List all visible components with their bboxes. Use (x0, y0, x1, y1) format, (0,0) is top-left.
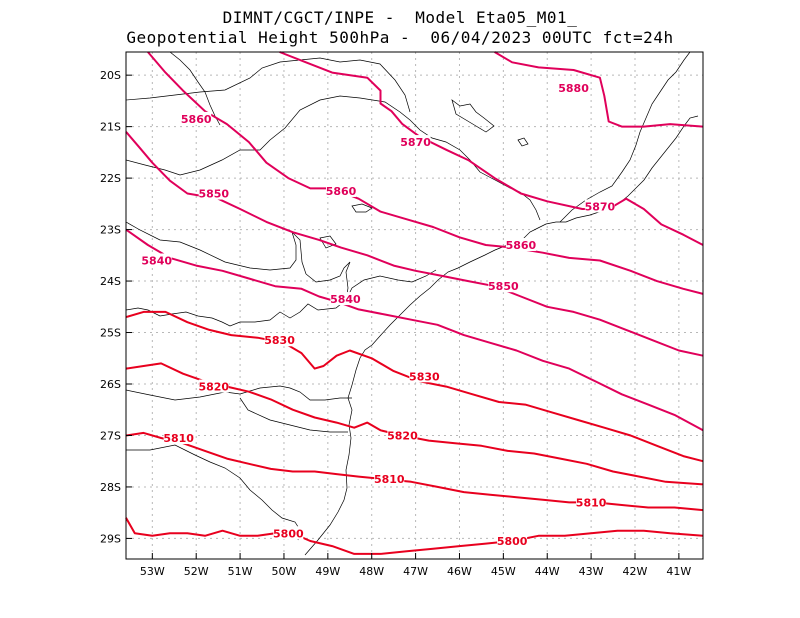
contour-label-bg (141, 253, 172, 267)
contour-label: 5830 (264, 334, 295, 347)
x-tick-label: 43W (579, 565, 604, 578)
contour-label-bg (181, 111, 212, 125)
x-tick-label: 46W (447, 565, 472, 578)
contour-label-bg (505, 238, 536, 252)
y-tick-label: 23S (100, 224, 121, 237)
contour-5800 (125, 517, 704, 555)
x-tick-label: 42W (623, 565, 648, 578)
contour-label: 5800 (273, 527, 304, 540)
y-tick-label: 25S (100, 327, 121, 340)
x-tick-label: 45W (491, 565, 516, 578)
y-tick-label: 27S (100, 429, 121, 442)
contour-label-bg (558, 81, 589, 95)
contour-label: 5850 (198, 188, 229, 201)
sp-pr-border (345, 269, 437, 301)
y-tick-label: 28S (100, 481, 121, 494)
contour-5850 (125, 131, 704, 357)
lake (451, 99, 495, 133)
contour-5840 (125, 228, 704, 432)
contour-label-bg (409, 369, 440, 383)
lake (319, 235, 337, 249)
contour-label-bg (374, 472, 405, 486)
contour-label: 5860 (326, 185, 357, 198)
x-tick-label: 53W (140, 565, 165, 578)
contour-label-bg (488, 279, 519, 293)
lake (351, 203, 373, 213)
contour-label: 5800 (497, 535, 528, 548)
y-tick-label: 26S (100, 378, 121, 391)
lake (517, 137, 529, 147)
chart-title-line2: Geopotential Height 500hPa - 06/04/2023 … (126, 28, 674, 47)
y-tick-label: 21S (100, 121, 121, 134)
contour-label: 5810 (163, 432, 194, 445)
y-tick-label: 22S (100, 172, 121, 185)
y-tick-label: 20S (100, 69, 121, 82)
map-boundaries (125, 51, 699, 556)
contour-label-bg (387, 428, 418, 442)
x-tick-label: 41W (666, 565, 691, 578)
contour-label: 5880 (558, 82, 589, 95)
y-tick-label: 29S (100, 532, 121, 545)
contour-label: 5850 (488, 280, 519, 293)
chart-title-line1: DIMNT/CGCT/INPE - Model Eta05_M01_ (222, 8, 578, 27)
contour-label-bg (497, 533, 528, 547)
contour-label: 5860 (181, 113, 212, 126)
x-tick-label: 48W (359, 565, 384, 578)
y-tick-label: 24S (100, 275, 121, 288)
contour-label-bg (584, 199, 615, 213)
contour-label-bg (400, 135, 431, 149)
contour-label: 5860 (506, 239, 537, 252)
x-tick-label: 44W (535, 565, 560, 578)
x-tick-label: 50W (272, 565, 297, 578)
plot-frame (125, 51, 704, 560)
x-tick-label: 51W (228, 565, 253, 578)
contour-label-bg (330, 292, 361, 306)
southern-border (126, 444, 301, 541)
contour-label: 5820 (198, 381, 229, 394)
contour-label: 5810 (576, 496, 607, 509)
contour-label-bg (198, 186, 229, 200)
x-axis: 53W 52W 51W 50W 49W 48W 47W 46W 45W 44W 43W 42W 41W (140, 553, 691, 578)
contour-5830 (125, 310, 704, 463)
contour-label: 5810 (374, 473, 405, 486)
contour-label-bg (198, 379, 229, 393)
mg-border-north (125, 57, 411, 113)
contour-5880 (494, 51, 704, 128)
western-border (125, 221, 307, 275)
contour-label: 5840 (141, 254, 172, 267)
rj-es-border (559, 51, 691, 223)
contour-label-bg (576, 495, 607, 509)
mg-sp-border (125, 95, 541, 221)
contour-label: 5830 (409, 370, 440, 383)
sc-rs-border (239, 397, 348, 433)
argentina-border (125, 385, 352, 401)
contour-label: 5820 (387, 429, 418, 442)
contour-5860 (147, 51, 704, 295)
contour-label-bg (264, 333, 295, 347)
y-axis: 20S 21S 22S 23S 24S 25S 26S 27S 28S 29S (100, 69, 132, 545)
x-tick-label: 49W (315, 565, 340, 578)
x-tick-label: 47W (403, 565, 428, 578)
contour-label: 5840 (330, 293, 361, 306)
contour-label-bg (326, 183, 357, 197)
contour-label-bg (163, 431, 194, 445)
contour-5870 (279, 51, 704, 246)
contour-label: 5870 (585, 200, 616, 213)
contour-label-bg (273, 526, 304, 540)
parana-border (125, 261, 351, 327)
x-tick-label: 52W (184, 565, 209, 578)
coastline (304, 115, 699, 556)
ms-border (169, 51, 221, 126)
contour-label: 5870 (400, 136, 431, 149)
contour-lines (125, 51, 704, 555)
contour-labels: 5880 5870 5870 5860 5860 5860 5850 5850 5840 5840… (141, 81, 616, 548)
